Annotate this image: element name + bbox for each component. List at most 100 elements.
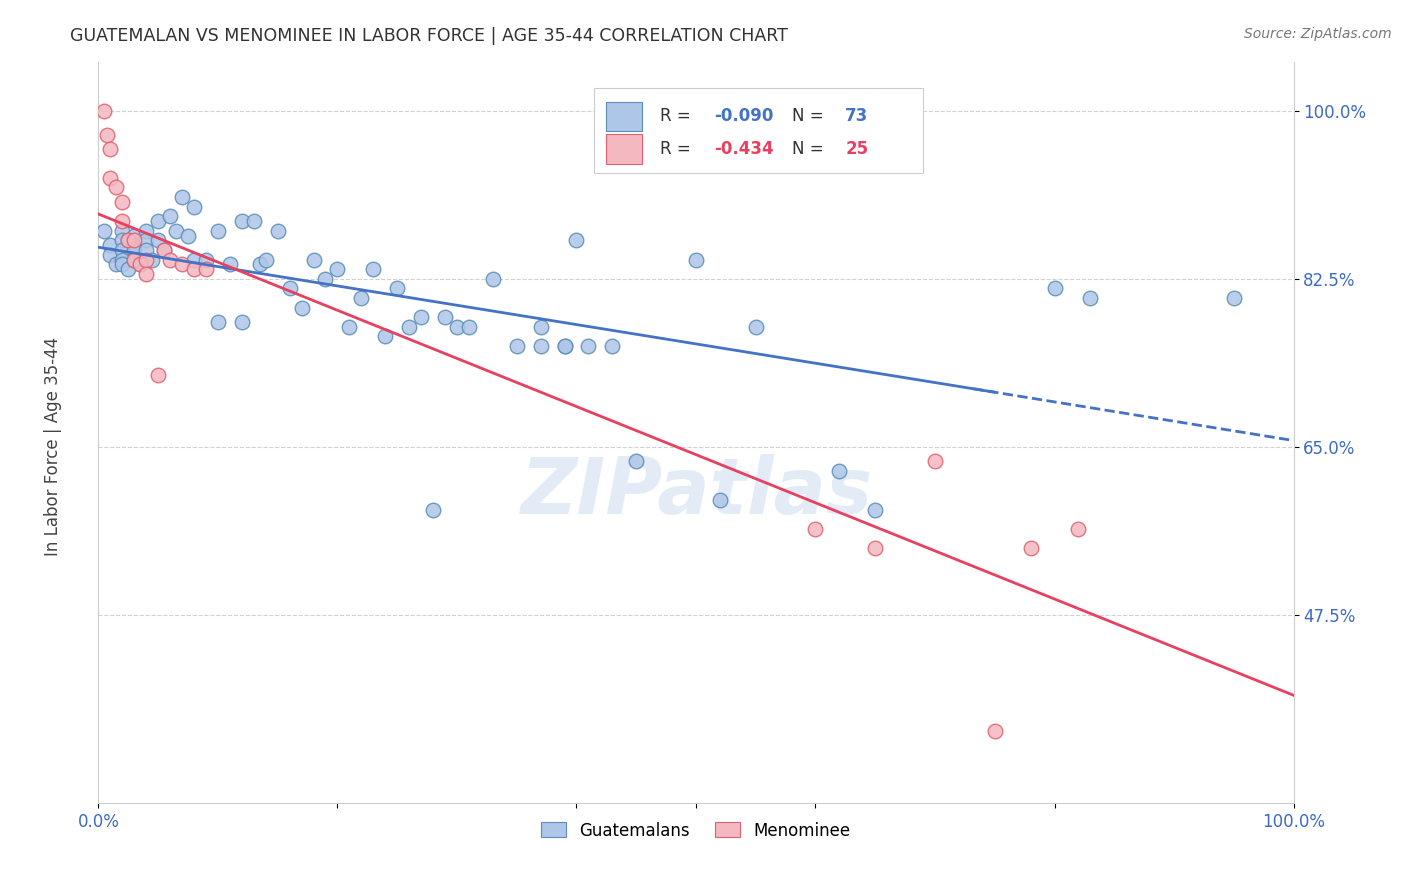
Menominee bbox=[153, 243, 176, 257]
Menominee bbox=[172, 257, 194, 271]
FancyBboxPatch shape bbox=[606, 135, 643, 164]
Menominee bbox=[129, 257, 152, 271]
Menominee bbox=[124, 233, 146, 247]
Menominee bbox=[111, 194, 134, 209]
Guatemalans bbox=[124, 252, 146, 267]
Guatemalans bbox=[183, 252, 205, 267]
Guatemalans bbox=[124, 228, 146, 243]
Guatemalans bbox=[278, 281, 301, 295]
Text: R =: R = bbox=[661, 108, 696, 126]
Menominee bbox=[93, 103, 115, 118]
Guatemalans bbox=[1043, 281, 1066, 295]
Guatemalans bbox=[141, 252, 163, 267]
Guatemalans bbox=[350, 291, 373, 305]
Guatemalans bbox=[98, 248, 122, 262]
Guatemalans bbox=[172, 190, 194, 204]
Guatemalans bbox=[93, 224, 115, 238]
Menominee bbox=[98, 170, 122, 185]
Menominee bbox=[148, 368, 170, 382]
Guatemalans bbox=[865, 502, 887, 516]
Menominee bbox=[124, 252, 146, 267]
Guatemalans bbox=[385, 281, 409, 295]
Text: 73: 73 bbox=[845, 108, 869, 126]
Guatemalans bbox=[626, 454, 648, 468]
Guatemalans bbox=[135, 243, 157, 257]
Menominee bbox=[135, 252, 157, 267]
Guatemalans bbox=[207, 315, 229, 329]
Menominee bbox=[804, 522, 827, 536]
Guatemalans bbox=[111, 233, 134, 247]
Guatemalans bbox=[602, 339, 624, 353]
Menominee bbox=[984, 723, 1007, 738]
Guatemalans bbox=[231, 214, 253, 228]
Guatemalans bbox=[148, 214, 170, 228]
Menominee bbox=[1019, 541, 1042, 555]
Text: Source: ZipAtlas.com: Source: ZipAtlas.com bbox=[1244, 27, 1392, 41]
Guatemalans bbox=[745, 319, 768, 334]
Guatemalans bbox=[411, 310, 433, 325]
Guatemalans bbox=[422, 502, 444, 516]
Guatemalans bbox=[481, 272, 505, 286]
Menominee bbox=[1067, 522, 1090, 536]
Menominee bbox=[135, 267, 157, 281]
Guatemalans bbox=[446, 319, 468, 334]
Guatemalans bbox=[315, 272, 337, 286]
Guatemalans bbox=[195, 252, 218, 267]
Guatemalans bbox=[111, 252, 134, 267]
FancyBboxPatch shape bbox=[595, 88, 922, 173]
Guatemalans bbox=[98, 238, 122, 252]
Guatemalans bbox=[709, 492, 731, 507]
Menominee bbox=[96, 128, 118, 142]
Menominee bbox=[195, 262, 218, 277]
Guatemalans bbox=[302, 252, 325, 267]
Guatemalans bbox=[129, 257, 152, 271]
Text: N =: N = bbox=[792, 108, 828, 126]
Guatemalans bbox=[458, 319, 481, 334]
Guatemalans bbox=[105, 257, 128, 271]
Guatemalans bbox=[554, 339, 576, 353]
Guatemalans bbox=[326, 262, 349, 277]
Guatemalans bbox=[506, 339, 529, 353]
Guatemalans bbox=[159, 209, 181, 223]
Guatemalans bbox=[124, 243, 146, 257]
Guatemalans bbox=[254, 252, 277, 267]
Guatemalans bbox=[117, 233, 139, 247]
Guatemalans bbox=[135, 224, 157, 238]
Menominee bbox=[159, 252, 181, 267]
Guatemalans bbox=[111, 243, 134, 257]
Guatemalans bbox=[398, 319, 420, 334]
Text: N =: N = bbox=[792, 140, 828, 158]
Guatemalans bbox=[183, 200, 205, 214]
Guatemalans bbox=[231, 315, 253, 329]
Text: In Labor Force | Age 35-44: In Labor Force | Age 35-44 bbox=[45, 336, 62, 556]
Guatemalans bbox=[578, 339, 600, 353]
Menominee bbox=[183, 262, 205, 277]
Text: R =: R = bbox=[661, 140, 696, 158]
Guatemalans bbox=[291, 301, 314, 315]
Legend: Guatemalans, Menominee: Guatemalans, Menominee bbox=[534, 815, 858, 847]
Guatemalans bbox=[219, 257, 242, 271]
Menominee bbox=[924, 454, 946, 468]
Menominee bbox=[117, 233, 139, 247]
Guatemalans bbox=[135, 233, 157, 247]
Text: ZIPatlas: ZIPatlas bbox=[520, 454, 872, 530]
Text: 25: 25 bbox=[845, 140, 869, 158]
Guatemalans bbox=[124, 238, 146, 252]
Guatemalans bbox=[165, 224, 187, 238]
Menominee bbox=[865, 541, 887, 555]
Guatemalans bbox=[434, 310, 457, 325]
Guatemalans bbox=[1223, 291, 1246, 305]
FancyBboxPatch shape bbox=[606, 102, 643, 131]
Guatemalans bbox=[363, 262, 385, 277]
Guatemalans bbox=[1080, 291, 1102, 305]
Guatemalans bbox=[554, 339, 576, 353]
Guatemalans bbox=[339, 319, 361, 334]
Menominee bbox=[98, 142, 122, 156]
Guatemalans bbox=[374, 329, 396, 343]
Guatemalans bbox=[153, 243, 176, 257]
Guatemalans bbox=[530, 339, 553, 353]
Guatemalans bbox=[177, 228, 200, 243]
Guatemalans bbox=[148, 233, 170, 247]
Guatemalans bbox=[565, 233, 588, 247]
Guatemalans bbox=[267, 224, 290, 238]
